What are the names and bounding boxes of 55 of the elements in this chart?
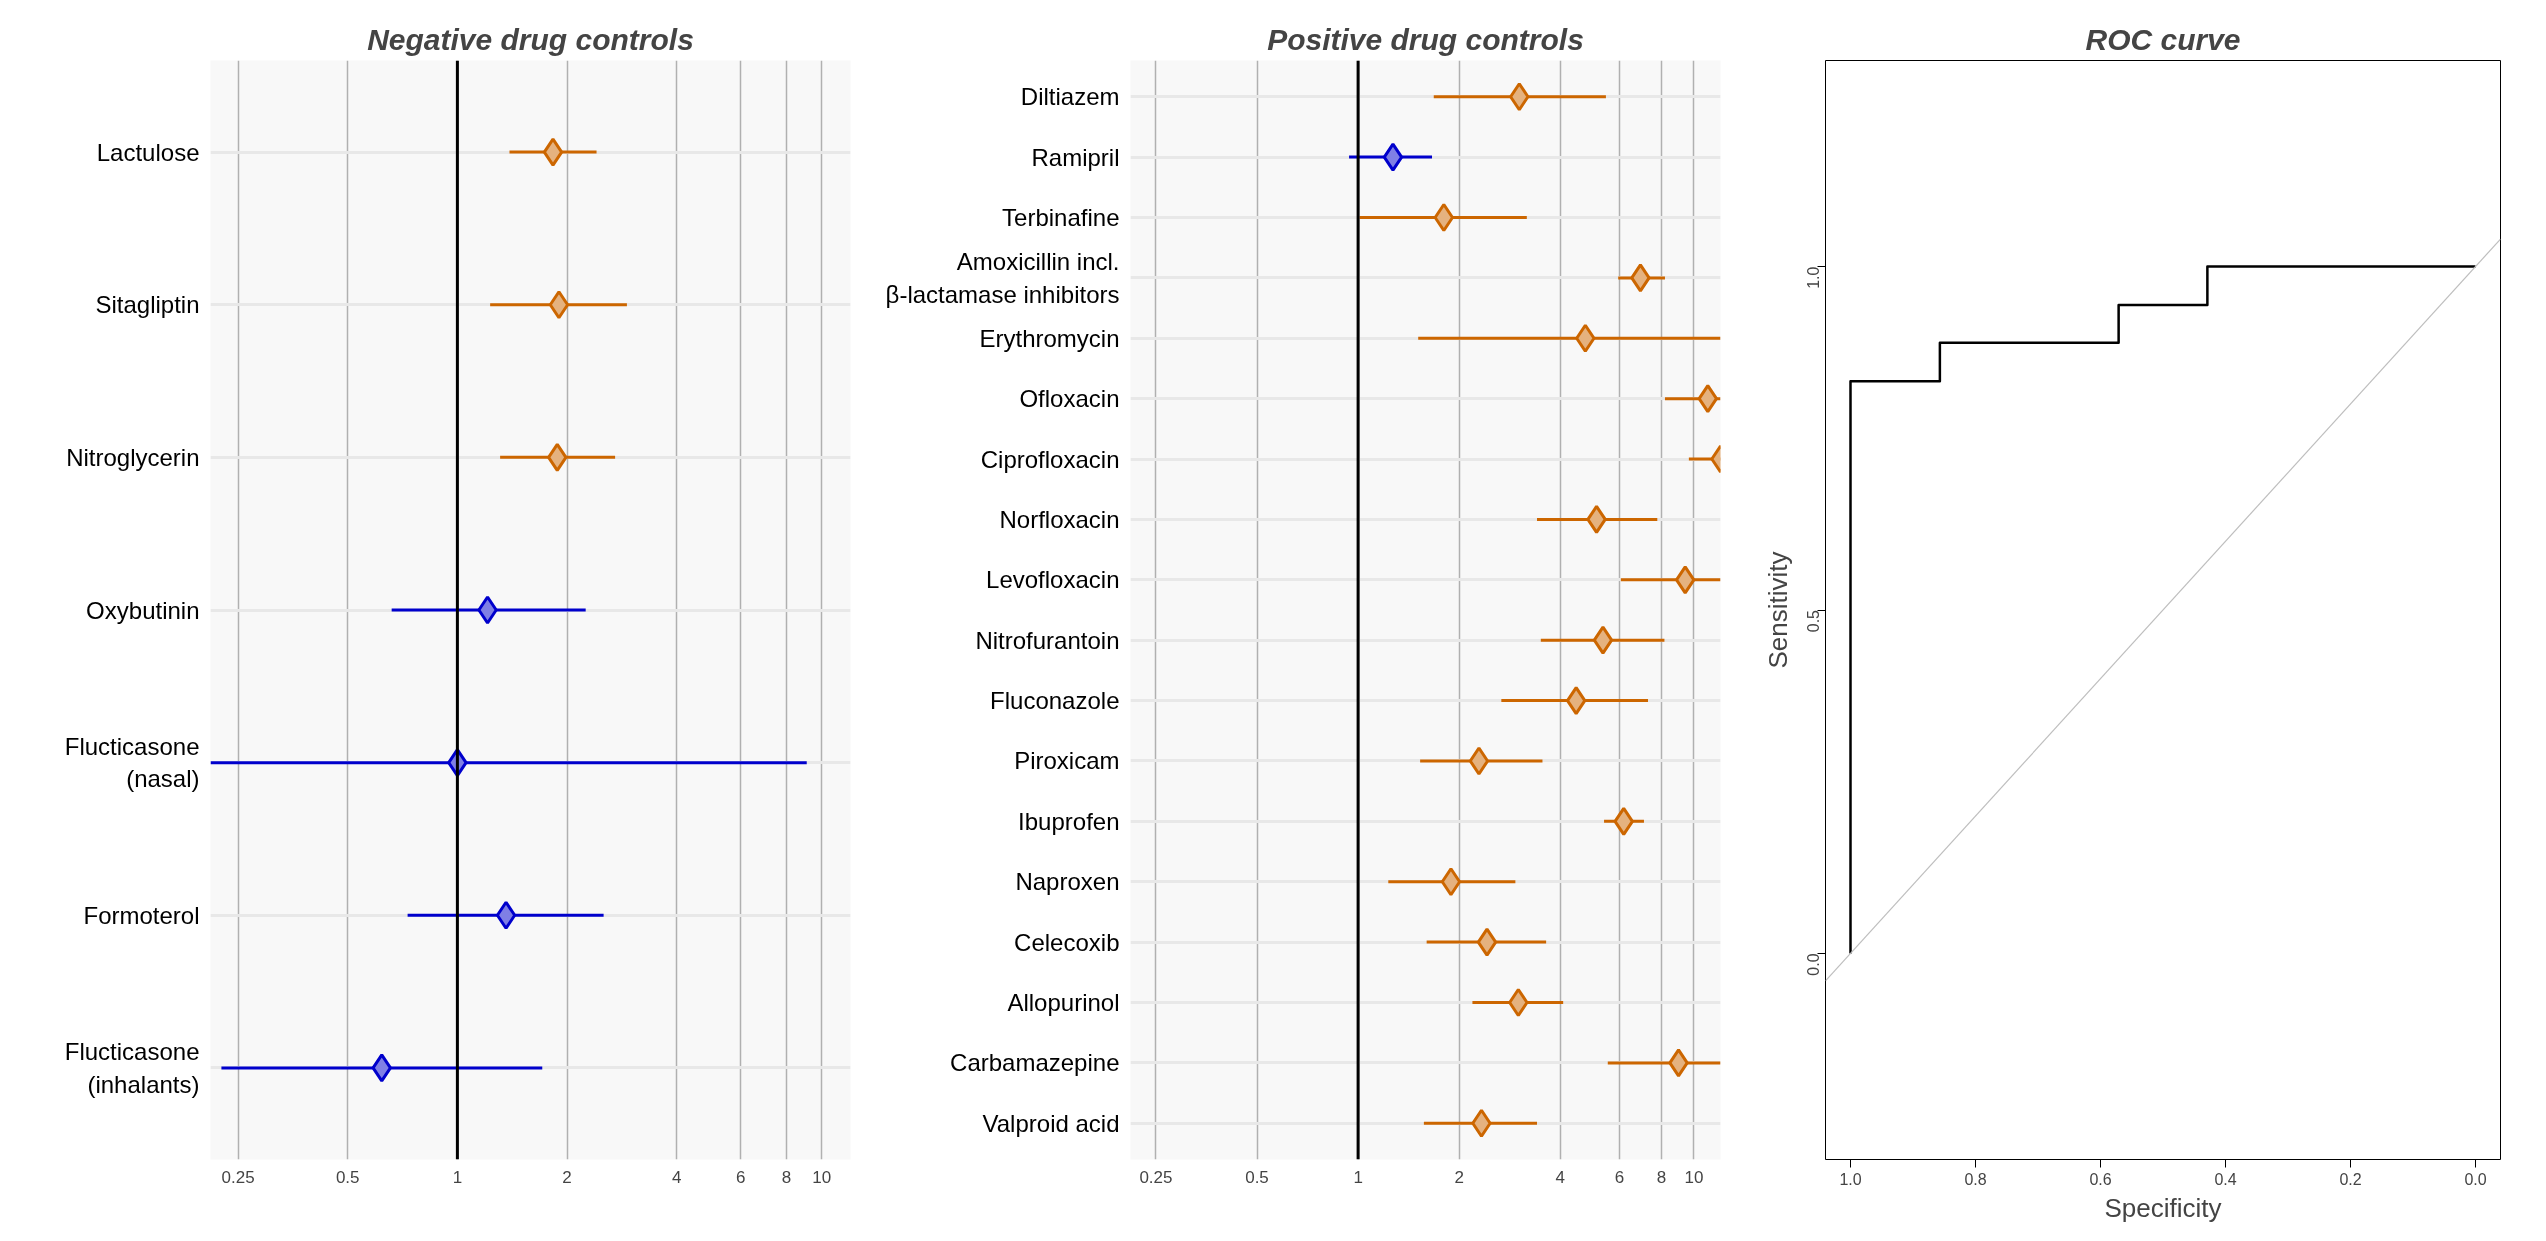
y-tick-label: Valproid acid (982, 1109, 1120, 1137)
x-tick-label: 8 (1656, 1167, 1667, 1187)
y-tick-label: Nitroglycerin (66, 443, 200, 471)
x-tick-label: 10 (812, 1167, 832, 1187)
x-tick-label: 1 (452, 1167, 463, 1187)
x-tick-label: 4 (1555, 1167, 1566, 1187)
y-tick-label: Ofloxacin (1019, 385, 1120, 413)
y-tick-label: Ramipril (1031, 143, 1120, 171)
x-tick-label: 2 (1454, 1167, 1464, 1187)
x-tick-label: 0.5 (1245, 1167, 1269, 1187)
chart-title: Negative drug controls (367, 22, 694, 56)
x-tick-label: 0.25 (221, 1167, 255, 1187)
chart-title: Positive drug controls (1267, 22, 1584, 56)
y-tick-label: Flucticasone (inhalants) (64, 1038, 200, 1098)
y-tick-label: Amoxicillin incl. β-lactamase inhibitors (885, 248, 1120, 308)
y-tick-label: Lactulose (96, 138, 200, 166)
y-axis-title: Sensitivity (1762, 551, 1793, 669)
x-tick-label: 0.6 (2089, 1170, 2112, 1188)
x-tick-label: 8 (781, 1167, 792, 1187)
x-tick-label: 4 (671, 1167, 682, 1187)
y-tick-label: Formoterol (83, 901, 200, 929)
y-tick-label: Carbamazepine (950, 1049, 1120, 1077)
x-tick-label: 0.8 (1964, 1170, 1987, 1188)
x-tick-label: 0.4 (2214, 1170, 2237, 1188)
chart-title: ROC curve (2085, 22, 2241, 56)
y-tick-label: Sitagliptin (95, 291, 200, 319)
y-tick-label: Piroxicam (1014, 747, 1120, 775)
x-tick-label: 1 (1353, 1167, 1363, 1187)
y-tick-label: Fluconazole (990, 687, 1120, 715)
y-tick-label: 1.0 (1804, 266, 1822, 289)
y-tick-label: Flucticasone (nasal) (64, 732, 200, 793)
y-tick-label: Nitrofurantoin (975, 626, 1120, 654)
y-tick-label: 0.0 (1804, 953, 1822, 976)
y-tick-label: 0.5 (1804, 609, 1822, 633)
y-tick-label: Norfloxacin (999, 505, 1120, 533)
y-tick-label: Allopurinol (1007, 989, 1120, 1016)
y-tick-label: Terbinafine (1002, 204, 1120, 231)
x-tick-label: 2 (562, 1167, 572, 1187)
x-tick-label: 1.0 (1839, 1170, 1862, 1188)
x-tick-label: 6 (736, 1167, 746, 1187)
x-tick-label: 0.0 (2464, 1170, 2487, 1188)
x-tick-label: 0.2 (2339, 1170, 2362, 1188)
y-tick-label: Levofloxacin (986, 566, 1120, 594)
x-tick-label: 10 (1684, 1167, 1704, 1187)
x-tick-label: 0.25 (1139, 1167, 1173, 1187)
y-tick-label: Celecoxib (1014, 928, 1120, 956)
y-tick-label: Oxybutinin (86, 596, 200, 624)
x-axis-title: Specificity (2104, 1192, 2222, 1223)
y-tick-label: Ciprofloxacin (980, 445, 1120, 473)
y-tick-label: Erythromycin (979, 324, 1120, 352)
y-tick-label: Diltiazem (1020, 83, 1120, 111)
x-tick-label: 6 (1614, 1167, 1625, 1187)
y-tick-label: Ibuprofen (1018, 807, 1120, 835)
x-tick-label: 0.5 (335, 1167, 360, 1187)
y-tick-label: Naproxen (1015, 868, 1120, 896)
